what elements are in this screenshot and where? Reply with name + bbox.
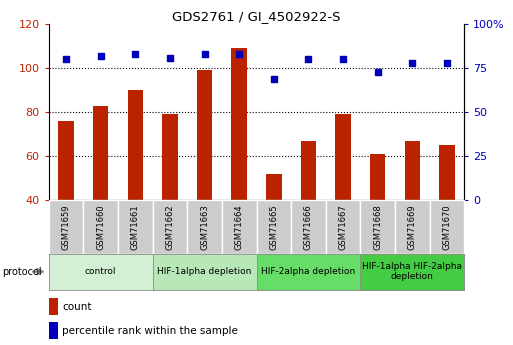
Text: GSM71660: GSM71660: [96, 204, 105, 250]
Text: count: count: [62, 302, 91, 312]
Text: GSM71664: GSM71664: [234, 204, 244, 250]
Text: GSM71663: GSM71663: [200, 204, 209, 250]
Bar: [439, 145, 455, 288]
Point: [408, 60, 417, 66]
Point: [339, 57, 347, 62]
Text: HIF-2alpha depletion: HIF-2alpha depletion: [261, 267, 356, 276]
Bar: [162, 114, 177, 288]
Bar: [83, 200, 118, 254]
Bar: [405, 141, 420, 288]
Bar: [128, 90, 143, 288]
Title: GDS2761 / GI_4502922-S: GDS2761 / GI_4502922-S: [172, 10, 341, 23]
Bar: [153, 200, 187, 254]
Bar: [360, 200, 395, 254]
Bar: [58, 121, 74, 288]
Bar: [118, 200, 153, 254]
Bar: [429, 200, 464, 254]
Text: GSM71666: GSM71666: [304, 204, 313, 250]
Bar: [370, 154, 385, 288]
Bar: [222, 200, 256, 254]
Text: GSM71662: GSM71662: [165, 204, 174, 250]
Point: [62, 57, 70, 62]
Text: control: control: [85, 267, 116, 276]
Text: GSM71668: GSM71668: [373, 204, 382, 250]
Point: [166, 55, 174, 60]
Bar: [187, 200, 222, 254]
Bar: [291, 200, 326, 254]
Text: GSM71667: GSM71667: [339, 204, 348, 250]
Bar: [266, 174, 282, 288]
Point: [443, 60, 451, 66]
Bar: [49, 254, 153, 290]
Point: [235, 51, 243, 57]
Bar: [360, 254, 464, 290]
Bar: [301, 141, 316, 288]
Bar: [326, 200, 360, 254]
Text: GSM71659: GSM71659: [62, 204, 71, 249]
Bar: [49, 298, 58, 315]
Bar: [197, 70, 212, 288]
Bar: [256, 200, 291, 254]
Point: [304, 57, 312, 62]
Text: GSM71670: GSM71670: [442, 204, 451, 250]
Text: HIF-1alpha depletion: HIF-1alpha depletion: [157, 267, 252, 276]
Point: [373, 69, 382, 75]
Bar: [93, 106, 108, 288]
Text: GSM71661: GSM71661: [131, 204, 140, 250]
Bar: [395, 200, 429, 254]
Text: GSM71669: GSM71669: [408, 204, 417, 250]
Bar: [49, 322, 58, 339]
Point: [96, 53, 105, 59]
Text: percentile rank within the sample: percentile rank within the sample: [62, 326, 238, 336]
Point: [201, 51, 209, 57]
Bar: [49, 200, 83, 254]
Point: [270, 76, 278, 81]
Text: HIF-1alpha HIF-2alpha
depletion: HIF-1alpha HIF-2alpha depletion: [362, 262, 462, 282]
Bar: [336, 114, 351, 288]
Bar: [256, 254, 360, 290]
Bar: [231, 48, 247, 288]
Bar: [153, 254, 256, 290]
Text: GSM71665: GSM71665: [269, 204, 279, 250]
Point: [131, 51, 140, 57]
Text: protocol: protocol: [3, 267, 42, 277]
